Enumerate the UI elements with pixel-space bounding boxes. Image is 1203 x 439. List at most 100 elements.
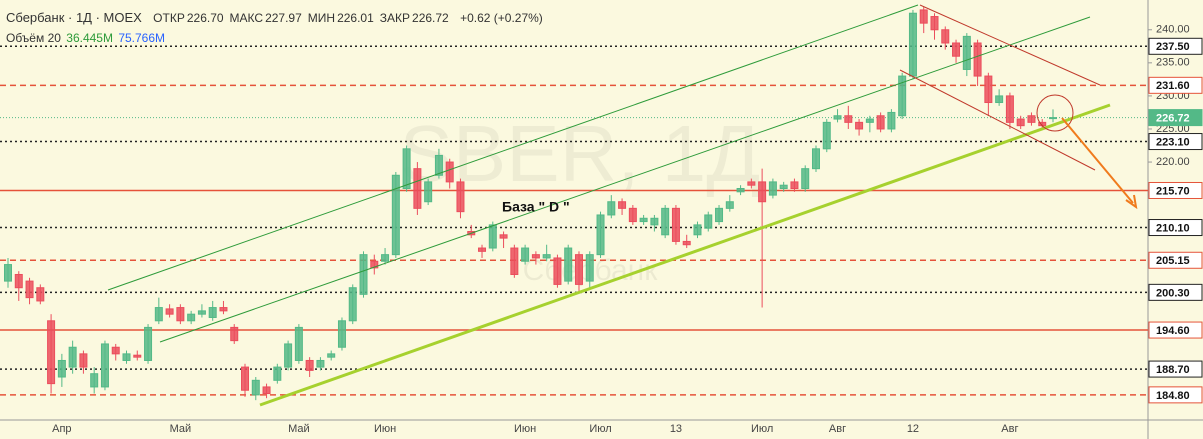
channel-line xyxy=(107,4,919,291)
field-value: 226.01 xyxy=(337,11,374,25)
candle-body xyxy=(801,168,810,190)
candle-body xyxy=(607,201,616,216)
level-label: 231.60 xyxy=(1156,80,1190,92)
x-tick-label: Июн xyxy=(374,423,396,435)
field-label: МАКС xyxy=(229,11,264,25)
x-tick-label: 13 xyxy=(670,423,682,435)
symbol: Сбербанк · 1Д · MOEX xyxy=(6,10,142,25)
candle-body xyxy=(176,307,185,322)
candle-body xyxy=(941,29,950,44)
candle-body xyxy=(822,121,831,150)
candle-body xyxy=(165,308,174,315)
level-label-box xyxy=(1148,360,1203,378)
candle-body xyxy=(930,16,939,31)
candle-body xyxy=(273,366,282,381)
ohlc-fields: ОТКР 226.70 МАКС 227.97 МИН 226.01 ЗАКР 226.72 xyxy=(153,11,455,25)
level-label-box xyxy=(1148,219,1203,237)
candle-body xyxy=(359,254,368,295)
candle-body xyxy=(671,207,680,242)
candle-body xyxy=(208,307,217,318)
candle-body xyxy=(122,353,131,361)
level-label: 226.72 xyxy=(1156,113,1190,125)
field-value: 226.72 xyxy=(412,11,449,25)
legend-row: Сбербанк · 1Д · MOEX ОТКР 226.70 МАКС 227.9… xyxy=(6,8,545,28)
x-tick-label: Июл xyxy=(589,423,611,435)
candle-body xyxy=(1016,118,1025,127)
candle-body xyxy=(908,12,917,77)
candle-body xyxy=(47,320,56,385)
candle-body xyxy=(219,307,228,312)
candle-body xyxy=(79,353,88,368)
candle-body xyxy=(36,287,45,302)
candle-body xyxy=(790,181,799,190)
support-line xyxy=(259,103,1111,407)
candle-body xyxy=(747,181,756,186)
level-label: 184.80 xyxy=(1156,390,1190,402)
candle-body xyxy=(4,264,12,282)
level-label-box xyxy=(1148,386,1203,404)
level-label-box xyxy=(1148,321,1203,339)
candle-body xyxy=(133,354,142,358)
x-tick-label: Май xyxy=(170,423,192,435)
y-tick-label: 235.00 xyxy=(1156,57,1190,69)
candle-body xyxy=(230,326,239,342)
candle-body xyxy=(305,359,314,371)
candle-body xyxy=(585,254,594,282)
annotation: База " D " xyxy=(502,199,570,215)
candle-body xyxy=(758,181,767,203)
candle-body xyxy=(348,287,357,322)
change: +0.62 (+0.27%) xyxy=(460,11,543,25)
level-label: 188.70 xyxy=(1156,364,1190,376)
candle-body xyxy=(90,373,99,388)
candle-body xyxy=(898,75,907,117)
candle-body xyxy=(381,254,390,262)
candle-body xyxy=(262,386,271,395)
field-label: ЗАКР xyxy=(379,11,411,25)
candle-body xyxy=(779,184,788,190)
highlight-circle xyxy=(1036,94,1074,132)
candle-body xyxy=(628,207,637,223)
candle-body xyxy=(241,366,250,391)
candle-body xyxy=(865,118,874,123)
candle-body xyxy=(704,214,713,229)
candle-body xyxy=(100,343,109,388)
candle-body xyxy=(510,247,519,275)
candle-body xyxy=(973,42,982,77)
candle-body xyxy=(111,346,120,355)
y-tick-label: 240.00 xyxy=(1156,24,1190,36)
level-label: 215.70 xyxy=(1156,185,1190,197)
candle-body xyxy=(316,359,325,368)
candle-body xyxy=(833,115,842,120)
volume-label: Объём 20 xyxy=(6,31,61,45)
level-label-box xyxy=(1148,283,1203,301)
candle-body xyxy=(391,174,400,256)
level-label: 237.50 xyxy=(1156,41,1190,53)
field-label: ОТКР xyxy=(153,11,185,25)
field-value: 227.97 xyxy=(265,11,302,25)
x-tick-label: Апр xyxy=(52,423,71,435)
candle-body xyxy=(521,247,530,262)
candle-body xyxy=(488,224,497,249)
candle-body xyxy=(855,121,864,130)
candle-body xyxy=(402,148,411,190)
candle-body xyxy=(197,310,206,315)
x-tick-label: Июн xyxy=(514,423,536,435)
candle-body xyxy=(618,201,627,209)
arrow-head xyxy=(1125,194,1138,210)
volume-value: 36.445M xyxy=(66,31,113,45)
candle-body xyxy=(682,240,691,246)
watermark: SBER, 1Д xyxy=(400,109,761,198)
candle-body xyxy=(327,353,336,358)
x-tick-label: Май xyxy=(288,423,310,435)
candle-body xyxy=(919,9,928,24)
candle-body xyxy=(144,326,153,361)
candle-body xyxy=(284,343,293,368)
field-label: МИН xyxy=(307,11,336,25)
level-label: 210.10 xyxy=(1156,222,1190,234)
plot: 240.00235.00230.00225.00220.00237.50231.… xyxy=(0,6,1203,435)
x-tick-label: Авг xyxy=(829,423,846,435)
candle-body xyxy=(456,181,465,213)
legend: Сбербанк · 1Д · MOEX ОТКР 226.70 МАКС 227.9… xyxy=(6,8,545,48)
x-tick-label: Авг xyxy=(1001,423,1018,435)
